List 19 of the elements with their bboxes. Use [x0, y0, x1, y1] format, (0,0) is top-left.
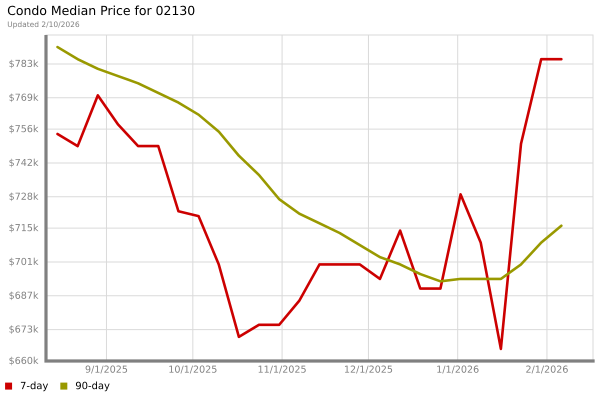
legend-label: 90-day	[76, 382, 110, 392]
legend-label: 7-day	[20, 382, 48, 392]
y-tick-label: $673k	[9, 325, 38, 334]
y-tick-label: $769k	[9, 93, 38, 102]
x-tick-label: 11/1/2025	[258, 366, 306, 374]
y-tick-label: $756k	[9, 124, 38, 134]
y-tick-label: $701k	[9, 258, 38, 266]
y-tick-label: $715k	[9, 224, 38, 233]
y-tick-label: $660k	[9, 356, 38, 366]
y-tick-label: $687k	[9, 291, 38, 300]
x-tick-label: 10/1/2025	[169, 366, 216, 374]
x-tick-label: 12/1/2025	[344, 366, 392, 374]
y-tick-label: $728k	[9, 192, 38, 202]
x-tick-label: 9/1/2025	[86, 366, 128, 374]
x-tick-label: 2/1/2026	[526, 366, 568, 374]
chart-title: Condo Median Price for 02130	[8, 6, 194, 16]
y-tick-label: $742k	[9, 158, 38, 168]
x-tick-label: 1/1/2026	[437, 366, 479, 374]
y-tick-label: $783k	[9, 60, 38, 68]
